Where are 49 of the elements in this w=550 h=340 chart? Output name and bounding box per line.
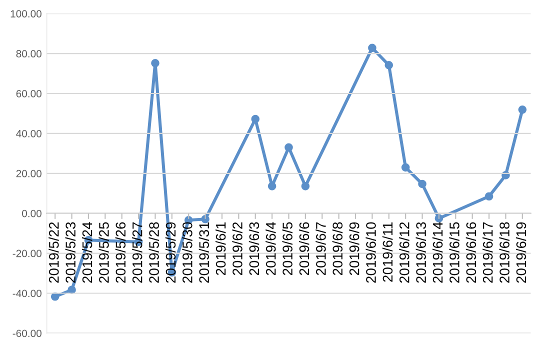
x-tick-label: 2019/5/25 [98, 222, 109, 283]
point [418, 180, 426, 188]
x-tick-label: 2019/6/17 [482, 222, 493, 283]
x-tick-label: 2019/6/5 [282, 222, 292, 276]
x-tick-label: 2019/5/23 [65, 222, 76, 283]
x-tick-label: 2019/6/11 [382, 222, 393, 282]
x-tick-label: 2019/6/1 [216, 222, 226, 276]
y-tick-label: -20.00 [12, 250, 42, 258]
x-tick-label: 2019/6/4 [266, 222, 276, 276]
x-tick-label: 2019/6/18 [499, 222, 510, 283]
x-tick-label: 2019/6/8 [332, 222, 343, 276]
x-tick-label: 2019/6/14 [432, 222, 443, 283]
point [518, 106, 527, 114]
y-tick-label: 40.00 [16, 130, 42, 138]
y-tick-label: -60.00 [12, 330, 42, 338]
x-tick-label: 2019/5/30 [182, 222, 192, 283]
point [401, 163, 410, 172]
point [251, 114, 260, 124]
x-tick-label: 2019/6/19 [516, 222, 526, 283]
point [268, 182, 276, 190]
x-tick-label: 2019/6/2 [232, 222, 242, 276]
x-tick-label: 2019/6/9 [349, 222, 360, 276]
x-tick-label: 2019/6/16 [466, 222, 476, 283]
y-tick-label: 100.00 [10, 10, 42, 18]
x-tick-label: 2019/6/6 [298, 222, 310, 276]
point [301, 182, 310, 190]
x-tick-label: 2019/6/13 [416, 222, 426, 283]
y-tick-label: 0.00 [22, 210, 42, 218]
point [284, 143, 293, 152]
y-tick-label: 80.00 [16, 50, 42, 58]
x-tick-label: 2019/5/22 [48, 222, 59, 283]
x-tick-label: 2019/6/7 [316, 222, 326, 276]
y-tick-label: -40.00 [12, 290, 42, 298]
x-tick-label: 2019/6/12 [399, 222, 410, 283]
y-tick-label: 20.00 [16, 170, 42, 178]
x-tick-label: 2019/5/29 [165, 222, 176, 283]
x-tick-label: 2019/6/10 [366, 222, 376, 283]
point [368, 44, 376, 52]
point [384, 60, 394, 70]
x-tick-label: 2019/5/26 [115, 222, 126, 283]
x-tick-label: 2019/5/24 [82, 222, 92, 283]
x-tick-label: 2019/5/27 [132, 222, 142, 283]
point [484, 192, 494, 201]
point [151, 58, 160, 68]
y-tick-label: 60.00 [16, 90, 42, 98]
x-tick-label: 2019/6/3 [248, 222, 260, 276]
x-tick-label: 2019/6/15 [449, 222, 460, 283]
x-tick-label: 2019/5/31 [198, 222, 210, 283]
x-tick-label: 2019/5/28 [148, 222, 159, 283]
